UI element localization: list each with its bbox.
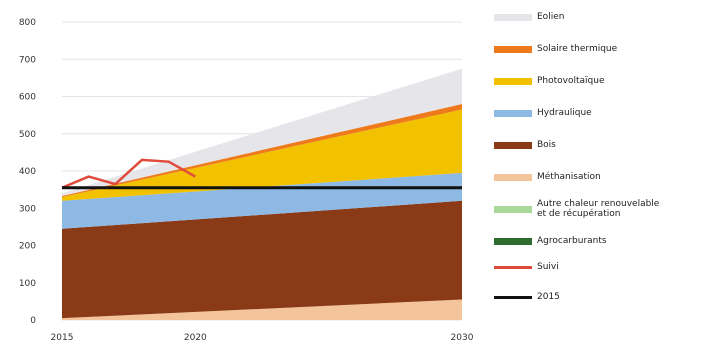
legend-swatch [494,173,532,181]
legend-swatch [494,295,532,299]
legend-item: 2015 [494,290,560,304]
legend-label: Bois [537,140,556,150]
y-tick-label: 100 [19,279,36,289]
y-tick-label: 600 [19,93,36,103]
chart-legend: Eolien Solaire thermique Photovoltaïque Hyd… [494,0,705,348]
area-methanisation [62,299,462,320]
legend-item: Bois [494,138,556,152]
x-tick-label: 2015 [51,333,74,343]
legend-label: Photovoltaïque [537,76,605,86]
x-tick-label: 2020 [184,333,207,343]
line-series [61,158,462,190]
legend-label: Solaire thermique [537,44,618,54]
area-photovoltaique [62,109,462,201]
legend-label: Eolien [537,12,565,22]
y-tick-label: 700 [19,55,36,65]
chart-canvas: 0 100 200 300 400 500 600 700 800 2015 2020 2030 [19,18,474,343]
legend-swatch [494,141,532,149]
y-tick-label: 0 [30,316,36,326]
line-suivi [61,158,196,189]
y-tick-label: 400 [19,167,36,177]
area-solaire-thermique [62,103,462,198]
legend-item: Suivi [494,260,559,274]
legend-label: Méthanisation [537,172,601,182]
area-bois [62,200,462,319]
legend-item: Solaire thermique [494,42,617,56]
legend-label: 2015 [537,292,560,302]
stacked-areas [62,68,462,320]
legend-item: Méthanisation [494,170,601,184]
legend-item: Agrocarburants [494,234,607,248]
legend-label: Hydraulique [537,108,592,118]
legend-item: Photovoltaïque [494,74,605,88]
legend-label: Agrocarburants [537,236,607,246]
y-tick-label: 500 [19,130,36,140]
legend-swatch [494,237,532,245]
legend-item: Autre chaleur renouvelable et de récupér… [494,199,660,219]
legend-item: Hydraulique [494,106,592,120]
y-tick-label: 800 [19,18,36,28]
legend-swatch [494,109,532,117]
area-eolien [62,68,462,196]
legend-swatch [494,45,532,53]
x-tick-label: 2030 [451,333,474,343]
legend-label: Autre chaleur renouvelable et de récupér… [537,199,660,219]
legend-swatch [494,13,532,21]
legend-label: Suivi [537,262,559,272]
y-tick-label: 300 [19,204,36,214]
legend-item: Eolien [494,10,564,24]
legend-swatch [494,265,532,269]
legend-swatch [494,205,532,213]
legend-swatch [494,77,532,85]
y-axis-ticks: 0 100 200 300 400 500 600 700 800 [19,18,36,326]
y-tick-label: 200 [19,242,36,252]
x-axis-ticks: 2015 2020 2030 [51,333,474,343]
